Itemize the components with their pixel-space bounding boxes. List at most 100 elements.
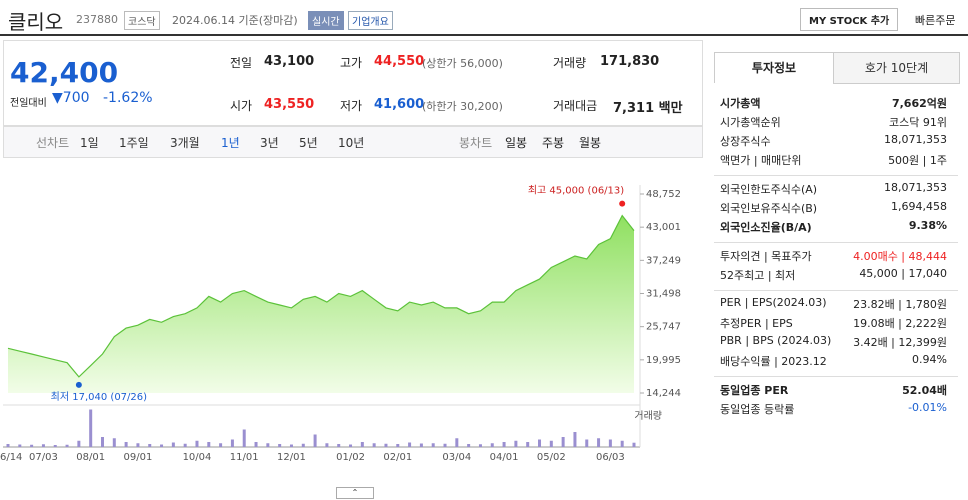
volume-bar <box>301 443 305 447</box>
info-label: 상장주식수 <box>720 135 771 148</box>
panel-tab[interactable]: 투자정보 <box>714 52 834 83</box>
volume-bar <box>408 442 412 447</box>
info-value: 0.94% <box>912 353 947 366</box>
high-label: 최고 45,000 (06/13) <box>528 185 624 197</box>
info-value: 500원 | 1주 <box>888 154 947 167</box>
stat-value: 41,600 <box>374 97 425 112</box>
stat-value: 43,100 <box>264 54 315 69</box>
volume-bar <box>490 443 494 447</box>
stock-code: 237880 <box>76 13 118 26</box>
info-label: 동일업종 등락률 <box>720 403 795 416</box>
info-label: 투자의견 | 목표주가 <box>720 250 812 263</box>
quick-order[interactable]: 빠른주문 <box>915 14 956 27</box>
volume-bar <box>30 444 34 447</box>
volume-bar <box>219 443 223 447</box>
info-value: 18,071,353 <box>884 133 947 146</box>
volume-bar <box>41 444 45 447</box>
info-label: 추정PER | EPS <box>720 317 793 330</box>
stat-note: (하한가 30,200) <box>422 100 503 113</box>
price-line <box>7 214 635 378</box>
period-tab[interactable]: 1주일 <box>119 136 149 150</box>
period-tab[interactable]: 3개월 <box>170 136 200 150</box>
volume-bar <box>266 443 270 447</box>
section-divider <box>714 290 958 291</box>
volume-bar <box>136 443 140 447</box>
period-tab[interactable]: 1일 <box>80 136 99 150</box>
volume-bar <box>6 444 10 447</box>
stat-value: 44,550 <box>374 54 425 69</box>
stat-label: 전일 <box>230 56 253 70</box>
volume-bar <box>77 440 81 447</box>
chart: 48,752 43,001 37,249 31,498 25,747 19,995 14,2… <box>0 185 681 463</box>
period-tab[interactable]: 10년 <box>338 136 365 150</box>
info-label: 시가총액 <box>720 97 761 110</box>
volume-bar <box>337 444 341 447</box>
mystock-button[interactable]: MY STOCK 추가 <box>800 8 899 31</box>
volume-bar <box>242 429 246 447</box>
current-price: 42,400 <box>10 56 119 89</box>
x-tick-label: 12/01 <box>277 452 306 463</box>
panel-tab[interactable]: 호가 10단계 <box>833 52 960 84</box>
section-divider <box>714 242 958 243</box>
info-label: 시가총액순위 <box>720 116 781 129</box>
change-rate: -1.62% <box>103 90 153 106</box>
volume-bar <box>538 439 542 447</box>
y-tick-label: 25,747 <box>646 322 681 333</box>
stat-value: 7,311 백만 <box>613 101 683 116</box>
volume-bar <box>526 442 530 447</box>
tab-group-label: 봉차트 <box>459 136 493 150</box>
stat-label: 거래량 <box>553 56 587 70</box>
header-line <box>0 34 968 36</box>
period-tab[interactable]: 일봉 <box>505 136 528 150</box>
section-divider <box>714 175 958 176</box>
volume-bar <box>313 434 317 447</box>
date: 2024.06.14 기준(장마감) <box>172 14 298 27</box>
realtime-badge[interactable]: 실시간 <box>308 11 344 30</box>
volume-bar <box>443 443 447 447</box>
volume-bar <box>632 442 636 447</box>
info-label: PBR | BPS (2024.03) <box>720 334 832 347</box>
change-label: 전일대비 <box>10 98 47 109</box>
tab-group-label: 선차트 <box>36 136 70 150</box>
period-tab[interactable]: 주봉 <box>542 136 565 150</box>
info-value: 9.38% <box>908 219 947 232</box>
period-tab[interactable]: 5년 <box>299 136 318 150</box>
stat-note: (상한가 56,000) <box>422 57 503 70</box>
volume-bar <box>384 443 388 447</box>
volume-bar <box>467 444 471 447</box>
info-value: 23.82배 | 1,780원 <box>853 298 947 311</box>
x-tick-label: 06/14 <box>0 452 22 463</box>
x-tick-label: 01/02 <box>336 452 365 463</box>
period-tab[interactable]: 월봉 <box>579 136 602 150</box>
period-tab[interactable]: 3년 <box>260 136 279 150</box>
x-tick-label: 07/03 <box>29 452 58 463</box>
volume-bar <box>502 442 506 447</box>
volume-bar <box>148 444 152 447</box>
info-value: 4.00매수 | 48,444 <box>853 250 947 263</box>
info-value: -0.01% <box>908 401 947 414</box>
volume-bar <box>478 444 482 447</box>
high-marker <box>619 200 626 207</box>
info-value: 52.04배 <box>902 384 947 397</box>
collapse-button[interactable]: ⌃ <box>336 487 374 499</box>
volume-bar <box>124 442 128 447</box>
volume-bar <box>360 442 364 447</box>
x-tick-label: 06/03 <box>596 452 625 463</box>
volume-bar <box>585 439 589 447</box>
volume-bar <box>431 443 435 447</box>
info-value: 18,071,353 <box>884 181 947 194</box>
period-tab[interactable]: 1년 <box>221 136 240 150</box>
y-tick-label: 19,995 <box>646 355 681 366</box>
volume-bar <box>349 444 353 447</box>
company-button[interactable]: 기업개요 <box>348 11 393 30</box>
info-label: 동일업종 PER <box>720 384 789 397</box>
x-tick-label: 08/01 <box>76 452 105 463</box>
volume-bar <box>183 443 187 447</box>
x-tick-label: 05/02 <box>537 452 566 463</box>
y-tick-label: 37,249 <box>646 255 681 266</box>
section-divider <box>714 376 958 377</box>
volume-bar <box>620 440 624 447</box>
x-tick-label: 02/01 <box>383 452 412 463</box>
volume-bar <box>455 438 459 447</box>
